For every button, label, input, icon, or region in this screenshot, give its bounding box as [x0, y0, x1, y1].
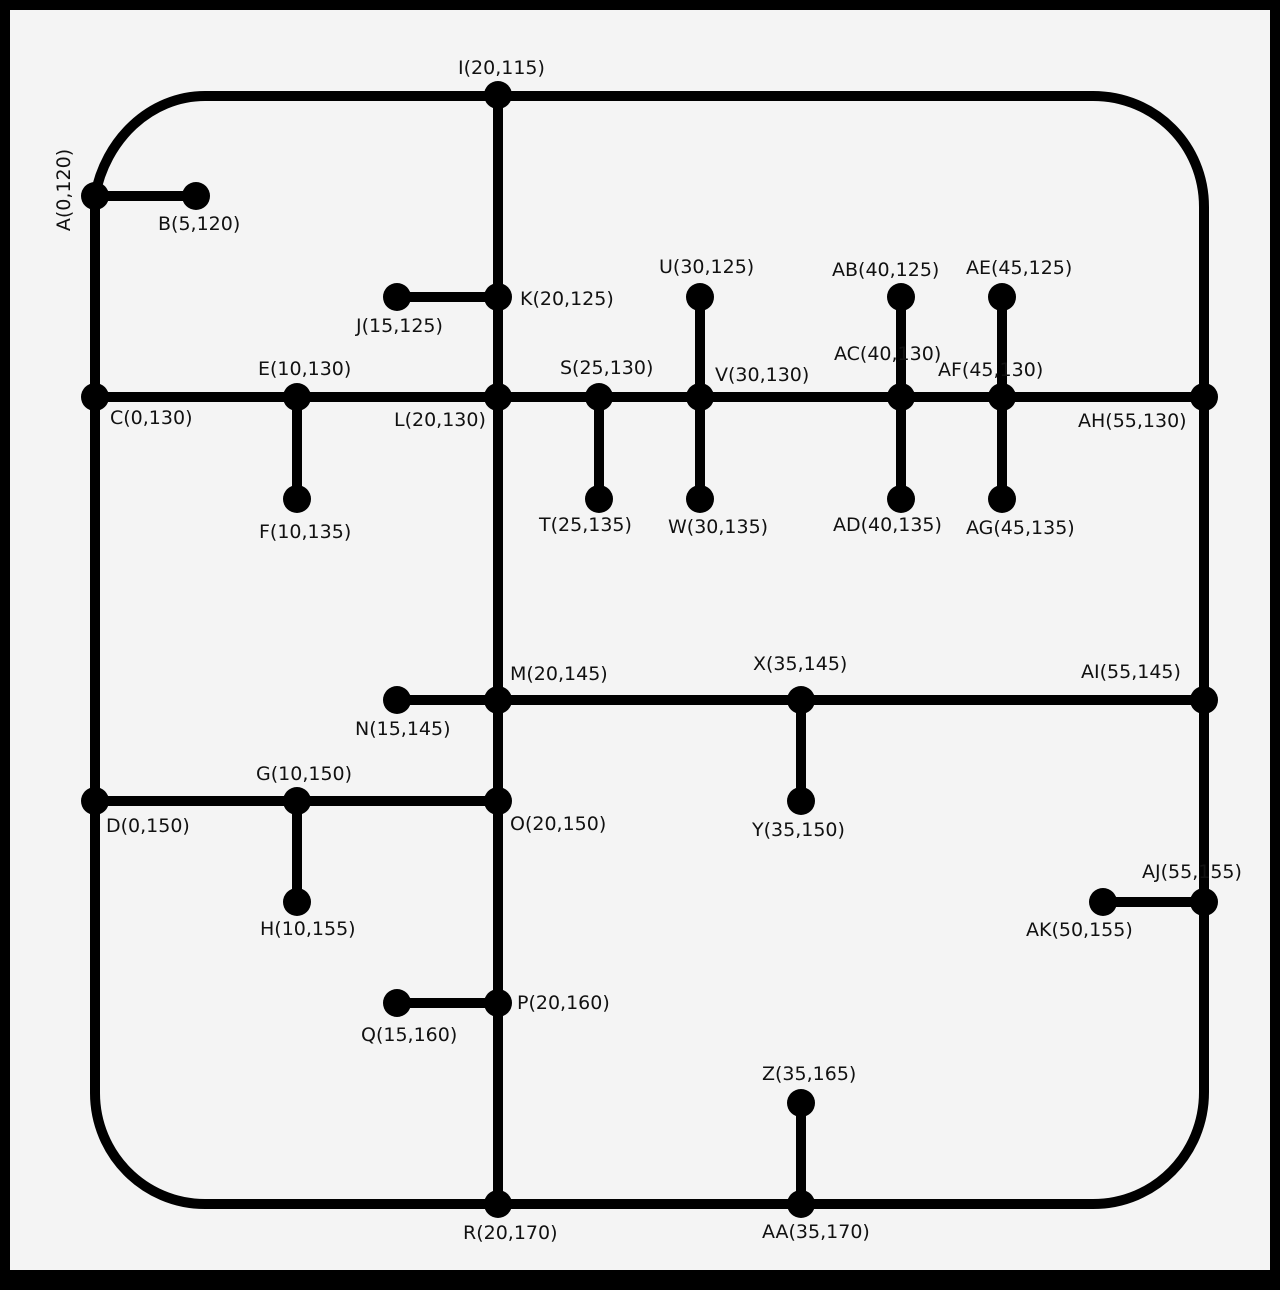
node-P — [484, 989, 512, 1017]
node-C — [81, 383, 109, 411]
node-AB — [887, 283, 915, 311]
node-label-N: N(15,145) — [355, 718, 451, 740]
node-V — [686, 383, 714, 411]
node-label-AA: AA(35,170) — [762, 1221, 870, 1243]
node-Z — [787, 1089, 815, 1117]
node-B — [182, 182, 210, 210]
node-label-AJ: AJ(55,155) — [1142, 861, 1242, 883]
node-D — [81, 787, 109, 815]
node-E — [283, 383, 311, 411]
node-W — [686, 485, 714, 513]
node-label-T: T(25,135) — [538, 514, 632, 536]
node-AA — [787, 1190, 815, 1218]
node-AI — [1190, 686, 1218, 714]
node-F — [283, 485, 311, 513]
node-label-V: V(30,130) — [715, 364, 809, 386]
node-X — [787, 686, 815, 714]
edge-layer — [90, 90, 1209, 1209]
node-AG — [988, 485, 1016, 513]
node-label-C: C(0,130) — [110, 407, 193, 429]
node-label-X: X(35,145) — [753, 653, 847, 675]
node-I — [484, 81, 512, 109]
node-label-S: S(25,130) — [560, 357, 653, 379]
node-label-A: A(0,120) — [53, 149, 75, 231]
node-AF — [988, 383, 1016, 411]
node-R — [484, 1190, 512, 1218]
node-U — [686, 283, 714, 311]
node-AK — [1089, 888, 1117, 916]
node-label-R: R(20,170) — [463, 1222, 558, 1244]
node-T — [585, 485, 613, 513]
node-label-J: J(15,125) — [355, 315, 443, 337]
node-M — [484, 686, 512, 714]
node-label-AE: AE(45,125) — [966, 257, 1072, 279]
node-label-P: P(20,160) — [517, 992, 610, 1014]
node-AD — [887, 485, 915, 513]
node-J — [383, 283, 411, 311]
node-label-G: G(10,150) — [256, 763, 352, 785]
node-label-M: M(20,145) — [510, 663, 608, 685]
node-layer — [81, 81, 1218, 1218]
node-label-L: L(20,130) — [394, 409, 486, 431]
node-AE — [988, 283, 1016, 311]
node-H — [283, 888, 311, 916]
node-label-H: H(10,155) — [260, 918, 356, 940]
node-label-AB: AB(40,125) — [832, 259, 939, 281]
node-AJ — [1190, 888, 1218, 916]
node-label-F: F(10,135) — [259, 521, 351, 543]
node-AC — [887, 383, 915, 411]
node-Y — [787, 787, 815, 815]
node-label-AC: AC(40,130) — [834, 343, 941, 365]
node-Q — [383, 989, 411, 1017]
graph-diagram: A(0,120) B(5,120) C(0,130) D(0,150) E(10,130… — [53, 57, 1242, 1244]
node-label-Y: Y(35,150) — [751, 819, 845, 841]
node-label-E: E(10,130) — [258, 358, 351, 380]
node-A — [81, 182, 109, 210]
node-label-AF: AF(45,130) — [938, 359, 1043, 381]
node-label-I: I(20,115) — [458, 57, 545, 79]
label-layer: A(0,120) B(5,120) C(0,130) D(0,150) E(10,130… — [53, 57, 1242, 1244]
node-label-K: K(20,125) — [520, 288, 614, 310]
node-label-Z: Z(35,165) — [762, 1063, 856, 1085]
node-label-AH: AH(55,130) — [1078, 410, 1187, 432]
node-label-AI: AI(55,145) — [1081, 661, 1181, 683]
node-label-D: D(0,150) — [106, 815, 190, 837]
node-N — [383, 686, 411, 714]
node-label-O: O(20,150) — [510, 813, 606, 835]
node-O — [484, 787, 512, 815]
node-K — [484, 283, 512, 311]
node-label-AD: AD(40,135) — [833, 514, 942, 536]
node-label-AK: AK(50,155) — [1026, 919, 1133, 941]
node-label-U: U(30,125) — [659, 256, 754, 278]
node-AH — [1190, 383, 1218, 411]
node-label-W: W(30,135) — [668, 516, 768, 538]
node-label-AG: AG(45,135) — [966, 517, 1075, 539]
node-label-Q: Q(15,160) — [361, 1024, 457, 1046]
node-label-B: B(5,120) — [158, 213, 240, 235]
node-S — [585, 383, 613, 411]
node-L — [484, 383, 512, 411]
node-G — [283, 787, 311, 815]
